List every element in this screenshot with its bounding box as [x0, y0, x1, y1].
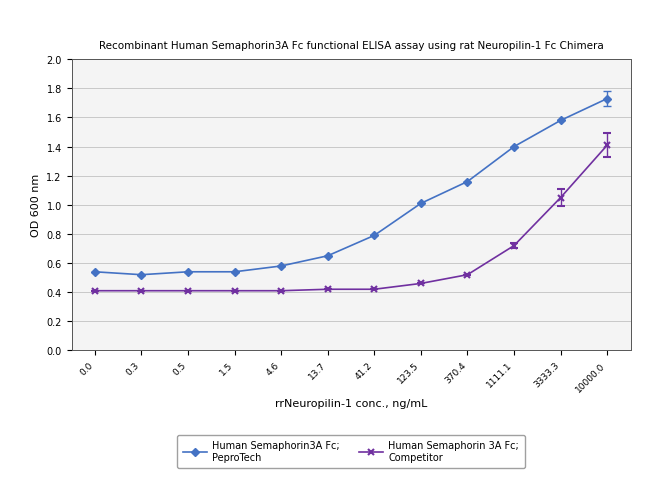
X-axis label: rrNeuropilin-1 conc., ng/mL: rrNeuropilin-1 conc., ng/mL	[275, 399, 427, 409]
Y-axis label: OD 600 nm: OD 600 nm	[31, 174, 41, 237]
Legend: Human Semaphorin3A Fc;
PeproTech, Human Semaphorin 3A Fc;
Competitor: Human Semaphorin3A Fc; PeproTech, Human …	[177, 435, 525, 468]
Title: Recombinant Human Semaphorin3A Fc functional ELISA assay using rat Neuropilin-1 : Recombinant Human Semaphorin3A Fc functi…	[99, 41, 603, 51]
